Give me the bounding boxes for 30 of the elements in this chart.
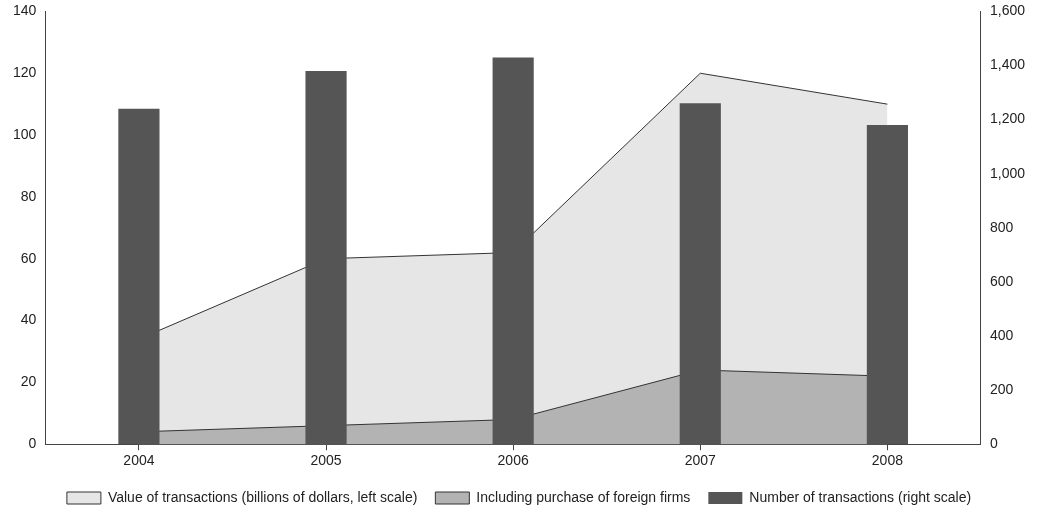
y2-tick-label: 800 [989,218,1014,235]
y-tick-label: 20 [20,373,37,390]
y2-tick-label: 1,400 [989,56,1026,73]
x-tick-label: 2008 [871,452,904,469]
y-tick-label: 40 [20,311,37,328]
x-tick-label: 2006 [497,452,529,469]
x-tick-label: 2005 [310,452,342,469]
y2-tick-label: 600 [989,272,1014,289]
y-tick-label: 80 [20,187,37,204]
y2-tick-label: 1,000 [989,164,1026,181]
y2-tick-label: 400 [989,326,1014,343]
y-tick-label: 120 [13,64,37,81]
y2-tick-label: 1,600 [989,2,1026,19]
bar [118,108,160,445]
bar [866,125,908,445]
y2-tick-label: 1,200 [989,110,1026,127]
y2-tick-label: 0 [989,435,998,452]
legend-label: Including purchase of foreign firms [476,488,691,505]
bar [492,57,534,445]
y-tick-label: 0 [28,435,37,452]
y-tick-label: 60 [20,249,37,266]
x-tick-label: 2007 [684,452,717,469]
legend-label: Value of transactions (billions of dollars, left scale) [107,488,418,505]
legend-label: Number of transactions (right scale) [749,488,972,505]
bar [679,103,721,445]
y-tick-label: 140 [13,2,37,19]
y2-tick-label: 200 [989,380,1014,397]
x-tick-label: 2004 [123,452,155,469]
y-tick-label: 100 [13,125,37,142]
bar [305,70,347,445]
